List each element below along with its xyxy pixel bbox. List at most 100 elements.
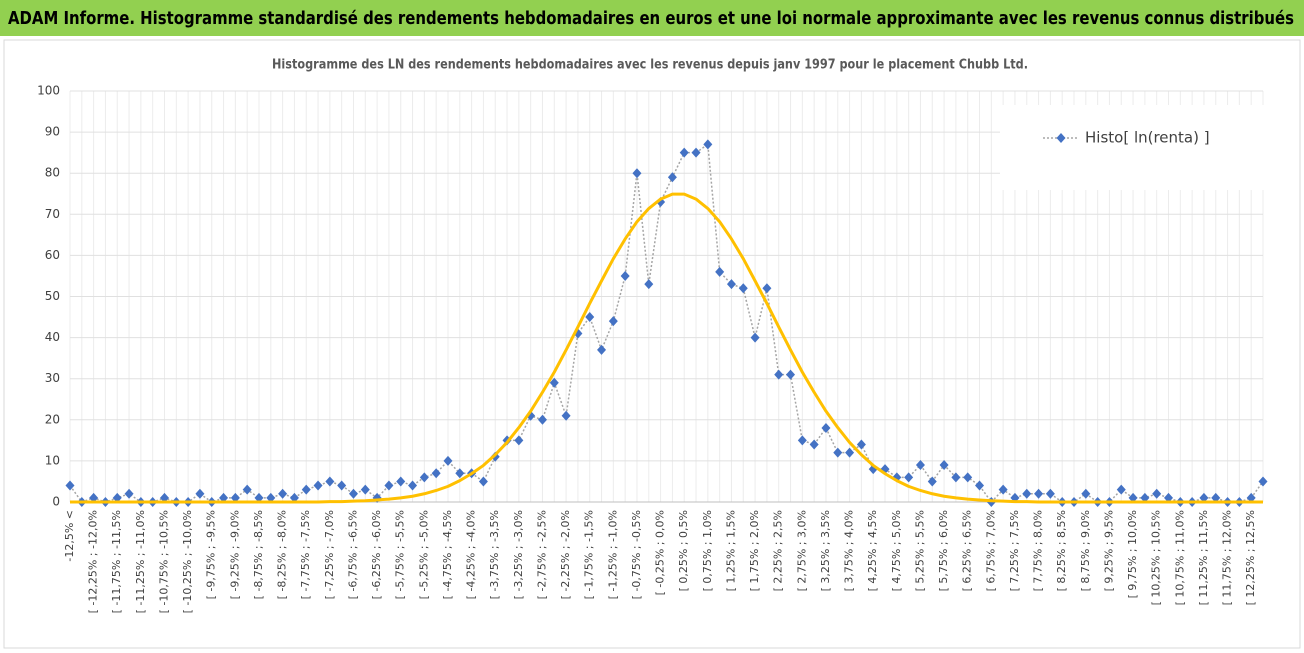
x-tick-label: [ -0,75% ; -0,5%: [630, 510, 643, 599]
data-point: [514, 435, 524, 446]
data-point: [1140, 492, 1150, 503]
data-point: [620, 270, 630, 281]
x-tick-label: [ 8,75% ; 9,0%: [1079, 510, 1092, 591]
data-point: [360, 484, 370, 495]
data-point: [219, 492, 229, 503]
y-tick-label: 50: [45, 289, 60, 303]
data-point: [1211, 492, 1221, 503]
x-tick-label: [ 9,75% ; 10,0%: [1126, 510, 1139, 598]
x-tick-label: [ 10,75% ; 11,0%: [1173, 510, 1186, 605]
x-tick-label: [ 3,25% ; 3,5%: [819, 510, 832, 591]
x-tick-label: [ 6,25% ; 6,5%: [961, 510, 974, 591]
data-point: [242, 484, 252, 495]
x-tick-label: [ 5,75% ; 6,0%: [937, 510, 950, 591]
data-point: [537, 414, 547, 425]
x-tick-label: [ -5,25% ; -5,0%: [417, 510, 430, 599]
data-point: [254, 492, 264, 503]
x-tick-label: [ -10,75% ; -10,5%: [157, 510, 170, 613]
x-tick-label: [ -3,25% ; -3,0%: [512, 510, 525, 599]
x-tick-label: [ 2,25% ; 2,5%: [772, 510, 785, 591]
data-point: [715, 266, 725, 277]
x-tick-label: [ -2,75% ; -2,5%: [535, 510, 548, 599]
data-point: [301, 484, 311, 495]
data-point: [975, 480, 985, 491]
x-tick-label: [ 3,75% ; 4,0%: [843, 510, 856, 591]
x-tick-label: [ -4,75% ; -4,5%: [441, 510, 454, 599]
data-point: [845, 447, 855, 458]
data-point: [1128, 492, 1138, 503]
x-tick-label: [ -2,25% ; -2,0%: [559, 510, 572, 599]
data-point: [549, 377, 559, 388]
banner-title: ADAM Informe. Histogramme standardisé de…: [8, 8, 1294, 29]
x-tick-label: [ -10,25% ; -10,0%: [181, 510, 194, 613]
data-point: [915, 460, 925, 471]
legend-marker: [1056, 133, 1066, 143]
data-point: [998, 484, 1008, 495]
x-tick-label: [ 8,25% ; 8,5%: [1055, 510, 1068, 591]
data-point: [1199, 492, 1209, 503]
data-point: [632, 168, 642, 179]
x-tick-label: [ 2,75% ; 3,0%: [795, 510, 808, 591]
data-point: [786, 369, 796, 380]
x-tick-label: [ -4,25% ; -4,0%: [465, 510, 478, 599]
data-point: [608, 316, 618, 327]
data-point: [762, 283, 772, 294]
data-point: [939, 460, 949, 471]
data-point: [797, 435, 807, 446]
x-tick-label: [ 1,25% ; 1,5%: [724, 510, 737, 591]
x-tick-label: [ 11,25% ; 11,5%: [1197, 510, 1210, 605]
data-point: [337, 480, 347, 491]
data-point: [856, 439, 866, 450]
y-tick-label: 90: [45, 125, 60, 139]
data-point: [750, 332, 760, 343]
data-point: [1034, 488, 1044, 499]
y-tick-label: 40: [45, 330, 60, 344]
data-point: [691, 147, 701, 158]
x-tick-label: [ -1,75% ; -1,5%: [583, 510, 596, 599]
data-point: [1081, 488, 1091, 499]
data-point: [561, 410, 571, 421]
legend-label: Histo[ ln(renta) ]: [1085, 129, 1210, 147]
y-tick-label: 80: [45, 166, 60, 180]
y-tick-label: 60: [45, 248, 60, 262]
x-tick-label: -12,5% <: [63, 510, 76, 562]
y-tick-label: 30: [45, 371, 60, 385]
x-tick-label: [ 4,25% ; 4,5%: [866, 510, 879, 591]
x-tick-label: [ 5,25% ; 5,5%: [913, 510, 926, 591]
data-point: [597, 344, 607, 355]
x-tick-label: [ 10,25% ; 10,5%: [1150, 510, 1163, 605]
data-point: [266, 492, 276, 503]
x-tick-label: [ -8,75% ; -8,5%: [252, 510, 265, 599]
x-tick-label: [ -8,25% ; -8,0%: [276, 510, 289, 599]
x-tick-label: [ 7,75% ; 8,0%: [1032, 510, 1045, 591]
data-point: [431, 468, 441, 479]
y-tick-label: 0: [52, 495, 60, 509]
data-point: [112, 492, 122, 503]
x-tick-label: [ -7,25% ; -7,0%: [323, 510, 336, 599]
data-point: [679, 147, 689, 158]
data-point: [585, 312, 595, 323]
data-point: [278, 488, 288, 499]
data-point: [927, 476, 937, 487]
x-tick-label: [ -1,25% ; -1,0%: [606, 510, 619, 599]
data-point: [833, 447, 843, 458]
x-tick-label: [ -7,75% ; -7,5%: [299, 510, 312, 599]
data-point: [1246, 492, 1256, 503]
data-point: [1116, 484, 1126, 495]
banner: [0, 0, 1304, 36]
data-point: [195, 488, 205, 499]
legend-box: [1000, 105, 1290, 190]
data-point: [408, 480, 418, 491]
x-tick-label: [ -3,75% ; -3,5%: [488, 510, 501, 599]
data-point: [644, 279, 654, 290]
x-tick-label: [ 0,75% ; 1,0%: [701, 510, 714, 591]
x-tick-label: [ 12,25% ; 12,5%: [1244, 510, 1257, 605]
y-tick-label: 10: [45, 453, 60, 467]
data-point: [963, 472, 973, 483]
x-tick-label: [ 1,75% ; 2,0%: [748, 510, 761, 591]
data-point: [159, 492, 169, 503]
x-tick-label: [ 9,25% ; 9,5%: [1102, 510, 1115, 591]
x-tick-label: [ -6,75% ; -6,5%: [346, 510, 359, 599]
x-tick-label: [ -12,25% ; -12,0%: [87, 510, 100, 613]
y-tick-label: 20: [45, 412, 60, 426]
